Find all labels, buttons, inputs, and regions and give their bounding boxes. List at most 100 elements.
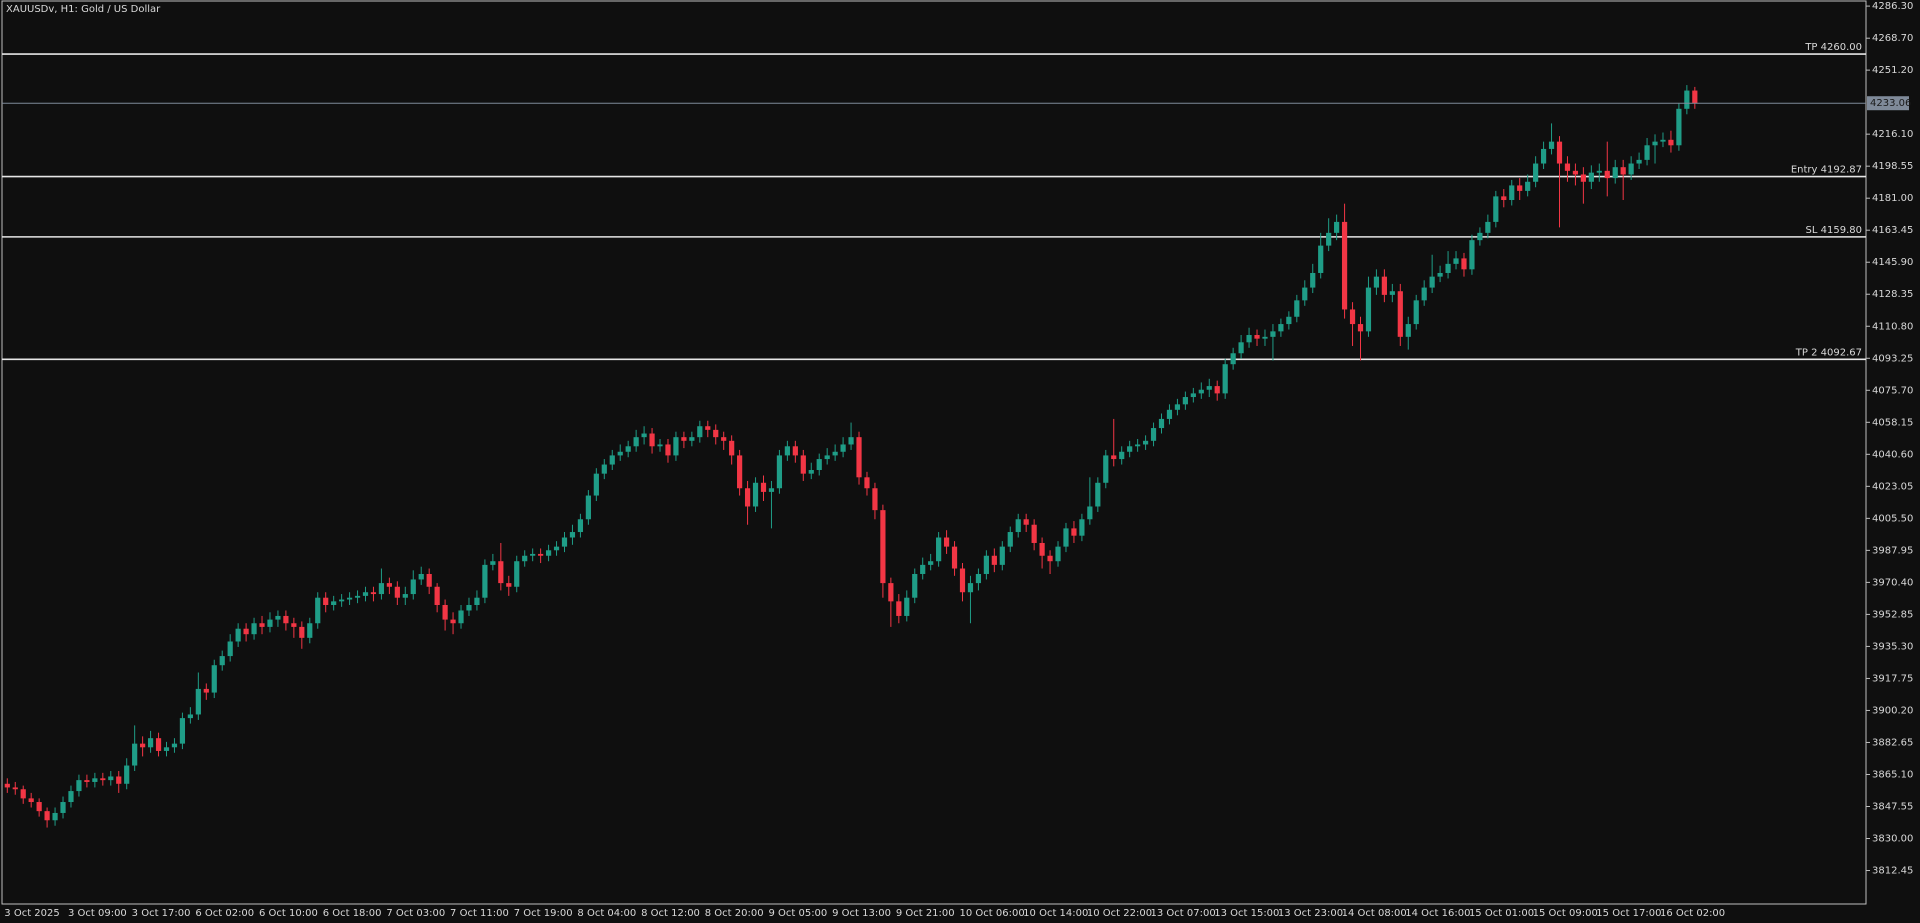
candle-body	[1453, 258, 1459, 264]
candle-body	[999, 546, 1005, 565]
candle-body	[633, 437, 639, 447]
x-tick-label: 15 Oct 09:00	[1533, 908, 1598, 919]
candle-body	[545, 550, 552, 556]
candle-body	[800, 455, 806, 474]
candle-body	[1660, 139, 1666, 142]
y-tick-label: 4163.45	[1872, 225, 1913, 236]
candle-body	[553, 546, 560, 551]
candle-body	[1644, 145, 1650, 160]
candle-body	[776, 455, 783, 489]
x-tick-label: 16 Oct 02:00	[1660, 908, 1725, 919]
x-tick-label: 7 Oct 03:00	[386, 908, 445, 919]
candle-body	[52, 812, 58, 821]
candle-body	[498, 561, 504, 584]
candle-body	[4, 783, 10, 788]
candle-body	[784, 446, 790, 456]
y-tick-label: 4268.70	[1872, 33, 1913, 44]
candle-body	[171, 743, 178, 748]
y-tick-label: 3935.30	[1872, 641, 1913, 652]
candle-body	[1039, 542, 1045, 556]
candle-body	[625, 446, 631, 452]
x-tick-label: 3 Oct 2025	[4, 908, 59, 919]
candle-body	[1357, 324, 1364, 332]
candle-body	[1158, 418, 1165, 429]
candle-body	[959, 568, 966, 593]
candle-body	[315, 597, 321, 624]
candle-body	[1286, 316, 1292, 325]
candle-body	[522, 555, 528, 562]
candle-body	[458, 610, 464, 624]
candle-body	[577, 519, 584, 533]
candle-body	[386, 583, 392, 587]
x-tick-label: 9 Oct 13:00	[832, 908, 891, 919]
candle-body	[991, 555, 997, 565]
candle-body	[1318, 245, 1324, 273]
candle-body	[1461, 258, 1467, 270]
candle-body	[307, 623, 313, 638]
y-tick-label: 4023.05	[1872, 481, 1913, 492]
candle-body	[1652, 141, 1658, 146]
candle-body	[681, 437, 687, 441]
candle-body	[434, 586, 440, 606]
candle-body	[36, 802, 42, 812]
candle-body	[155, 738, 162, 751]
candle-body	[1437, 272, 1443, 277]
y-tick-label: 3987.95	[1872, 545, 1913, 556]
x-tick-label: 14 Oct 08:00	[1342, 908, 1407, 919]
candle-body	[1596, 170, 1602, 173]
candle-body	[179, 718, 186, 744]
y-tick-label: 3917.75	[1872, 673, 1913, 684]
candle-body	[60, 802, 66, 813]
candle-body	[1206, 386, 1212, 390]
candle-body	[1540, 148, 1547, 164]
y-tick-label: 3882.65	[1872, 737, 1913, 748]
candle-body	[864, 477, 870, 489]
y-tick-label: 4216.10	[1872, 129, 1913, 140]
candle-body	[928, 561, 934, 565]
candle-body	[354, 595, 361, 598]
candle-body	[1015, 519, 1021, 533]
candle-body	[339, 599, 345, 602]
y-tick-label: 4075.70	[1872, 385, 1913, 396]
candle-body	[140, 743, 146, 748]
candle-body	[1047, 555, 1053, 562]
candle-body	[1548, 141, 1555, 149]
candle-body	[1326, 232, 1332, 246]
x-tick-label: 10 Oct 22:00	[1087, 908, 1152, 919]
candle-body	[760, 482, 767, 492]
x-tick-label: 15 Oct 17:00	[1596, 908, 1661, 919]
candle-body	[609, 455, 615, 465]
candle-body	[904, 597, 910, 616]
candle-body	[1302, 287, 1308, 301]
x-tick-label: 13 Oct 23:00	[1278, 908, 1343, 919]
x-tick-label: 8 Oct 12:00	[641, 908, 700, 919]
candle-body	[12, 787, 18, 790]
x-tick-label: 8 Oct 20:00	[705, 908, 764, 919]
candle-body	[474, 597, 480, 606]
candle-body	[832, 451, 838, 456]
candle-body	[1198, 389, 1204, 394]
candle-body	[593, 473, 599, 496]
y-tick-label: 4145.90	[1872, 257, 1913, 268]
price-label: 4233.06	[1870, 98, 1911, 109]
candle-body	[920, 564, 926, 574]
candle-body	[1007, 532, 1013, 547]
candle-body	[983, 555, 989, 574]
candle-body	[331, 601, 337, 606]
candle-body	[394, 586, 400, 598]
y-tick-label: 3865.10	[1872, 769, 1913, 780]
candle-body	[896, 601, 902, 616]
candle-body	[1397, 291, 1403, 337]
candle-body	[1127, 446, 1133, 452]
candle-body	[514, 561, 520, 587]
candle-body	[880, 510, 886, 584]
candle-body	[1365, 287, 1372, 332]
candle-body	[617, 451, 623, 456]
x-tick-label: 6 Oct 18:00	[323, 908, 382, 919]
y-tick-label: 4128.35	[1872, 289, 1913, 300]
candle-body	[299, 626, 305, 638]
candle-body	[1071, 528, 1077, 536]
candle-body	[1684, 90, 1690, 109]
candle-body	[1556, 141, 1563, 164]
